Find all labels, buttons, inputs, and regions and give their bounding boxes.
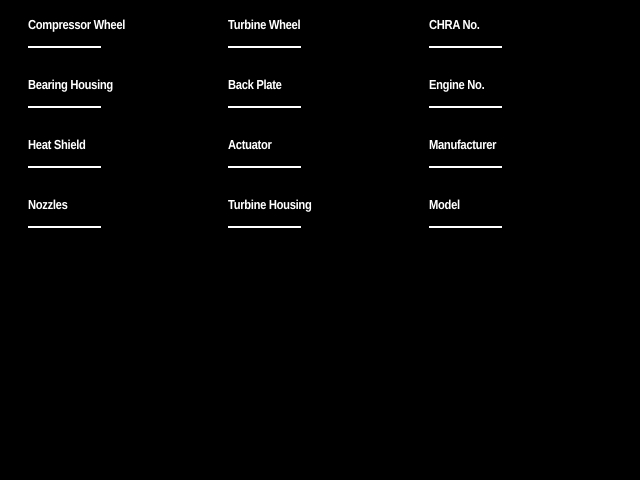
field-label: Back Plate <box>228 77 282 92</box>
field-input-rule[interactable] <box>228 166 301 168</box>
field-input-rule[interactable] <box>429 226 502 228</box>
field-label: Model <box>429 197 460 212</box>
field-label: Actuator <box>228 137 272 152</box>
field-input-rule[interactable] <box>28 106 101 108</box>
field-label: Bearing Housing <box>28 77 113 92</box>
field-label: Turbine Housing <box>228 197 312 212</box>
field-bearing-housing[interactable]: Bearing Housing <box>28 78 208 108</box>
field-input-rule[interactable] <box>429 166 502 168</box>
field-actuator[interactable]: Actuator <box>228 138 408 168</box>
field-input-rule[interactable] <box>28 166 101 168</box>
field-input-rule[interactable] <box>228 106 301 108</box>
field-label: Nozzles <box>28 197 68 212</box>
empty-content-area <box>0 250 640 480</box>
field-input-rule[interactable] <box>429 106 502 108</box>
field-label: Manufacturer <box>429 137 497 152</box>
field-label: Engine No. <box>429 77 485 92</box>
field-label: Heat Shield <box>28 137 86 152</box>
field-nozzles[interactable]: Nozzles <box>28 198 208 228</box>
field-model[interactable]: Model <box>429 198 609 228</box>
field-label: Turbine Wheel <box>228 17 301 32</box>
field-back-plate[interactable]: Back Plate <box>228 78 408 108</box>
field-chra-no[interactable]: CHRA No. <box>429 18 609 48</box>
field-input-rule[interactable] <box>28 46 101 48</box>
field-input-rule[interactable] <box>429 46 502 48</box>
field-label: CHRA No. <box>429 17 480 32</box>
field-compressor-wheel[interactable]: Compressor Wheel <box>28 18 208 48</box>
field-input-rule[interactable] <box>28 226 101 228</box>
field-input-rule[interactable] <box>228 226 301 228</box>
field-turbine-housing[interactable]: Turbine Housing <box>228 198 408 228</box>
field-input-rule[interactable] <box>228 46 301 48</box>
turbo-specification-form: Compressor Wheel Turbine Wheel CHRA No. … <box>28 18 609 228</box>
field-label: Compressor Wheel <box>28 17 126 32</box>
field-turbine-wheel[interactable]: Turbine Wheel <box>228 18 408 48</box>
field-heat-shield[interactable]: Heat Shield <box>28 138 208 168</box>
field-engine-no[interactable]: Engine No. <box>429 78 609 108</box>
field-manufacturer[interactable]: Manufacturer <box>429 138 609 168</box>
